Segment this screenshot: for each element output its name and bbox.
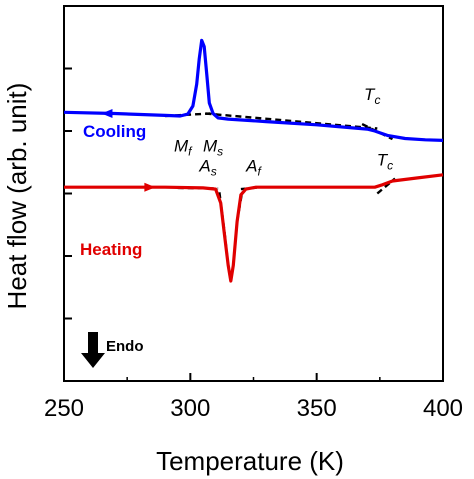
direction-arrow-icon <box>101 109 113 118</box>
x-tick-label: 300 <box>170 395 210 422</box>
series-line-cooling <box>63 38 444 142</box>
direction-arrow-icon <box>144 182 156 192</box>
y-axis-label: Heat flow (arb. unit) <box>2 83 32 310</box>
endo-indicator: Endo <box>81 332 144 368</box>
transition-annotation: Ms <box>203 137 223 159</box>
x-tick-label: 350 <box>297 395 337 422</box>
transition-annotation: Mf <box>174 137 193 159</box>
x-axis-label: Temperature (K) <box>156 446 344 476</box>
series-layer: Cooling Heating <box>63 38 444 283</box>
series-label-cooling: Cooling <box>83 122 146 141</box>
x-tick-label: 400 <box>423 395 463 422</box>
plot-frame <box>63 5 444 382</box>
x-tick-label: 250 <box>44 395 84 422</box>
axes-layer: 250 300 350 400 <box>44 5 463 422</box>
fit-dashed-line <box>361 123 394 141</box>
series-label-heating: Heating <box>80 240 142 259</box>
transition-annotation: Tc <box>364 85 380 107</box>
annotations-layer: Mf Ms Tc As Af Tc <box>174 85 393 179</box>
fit-dashed-line <box>376 177 396 195</box>
endo-label: Endo <box>106 338 144 355</box>
transition-annotation: Af <box>245 157 262 179</box>
transition-annotation: Tc <box>377 150 393 172</box>
transition-annotation: As <box>198 157 216 179</box>
series-line-heating <box>64 173 444 283</box>
endo-down-arrow-icon <box>81 332 105 368</box>
fit-lines-layer <box>165 112 396 282</box>
